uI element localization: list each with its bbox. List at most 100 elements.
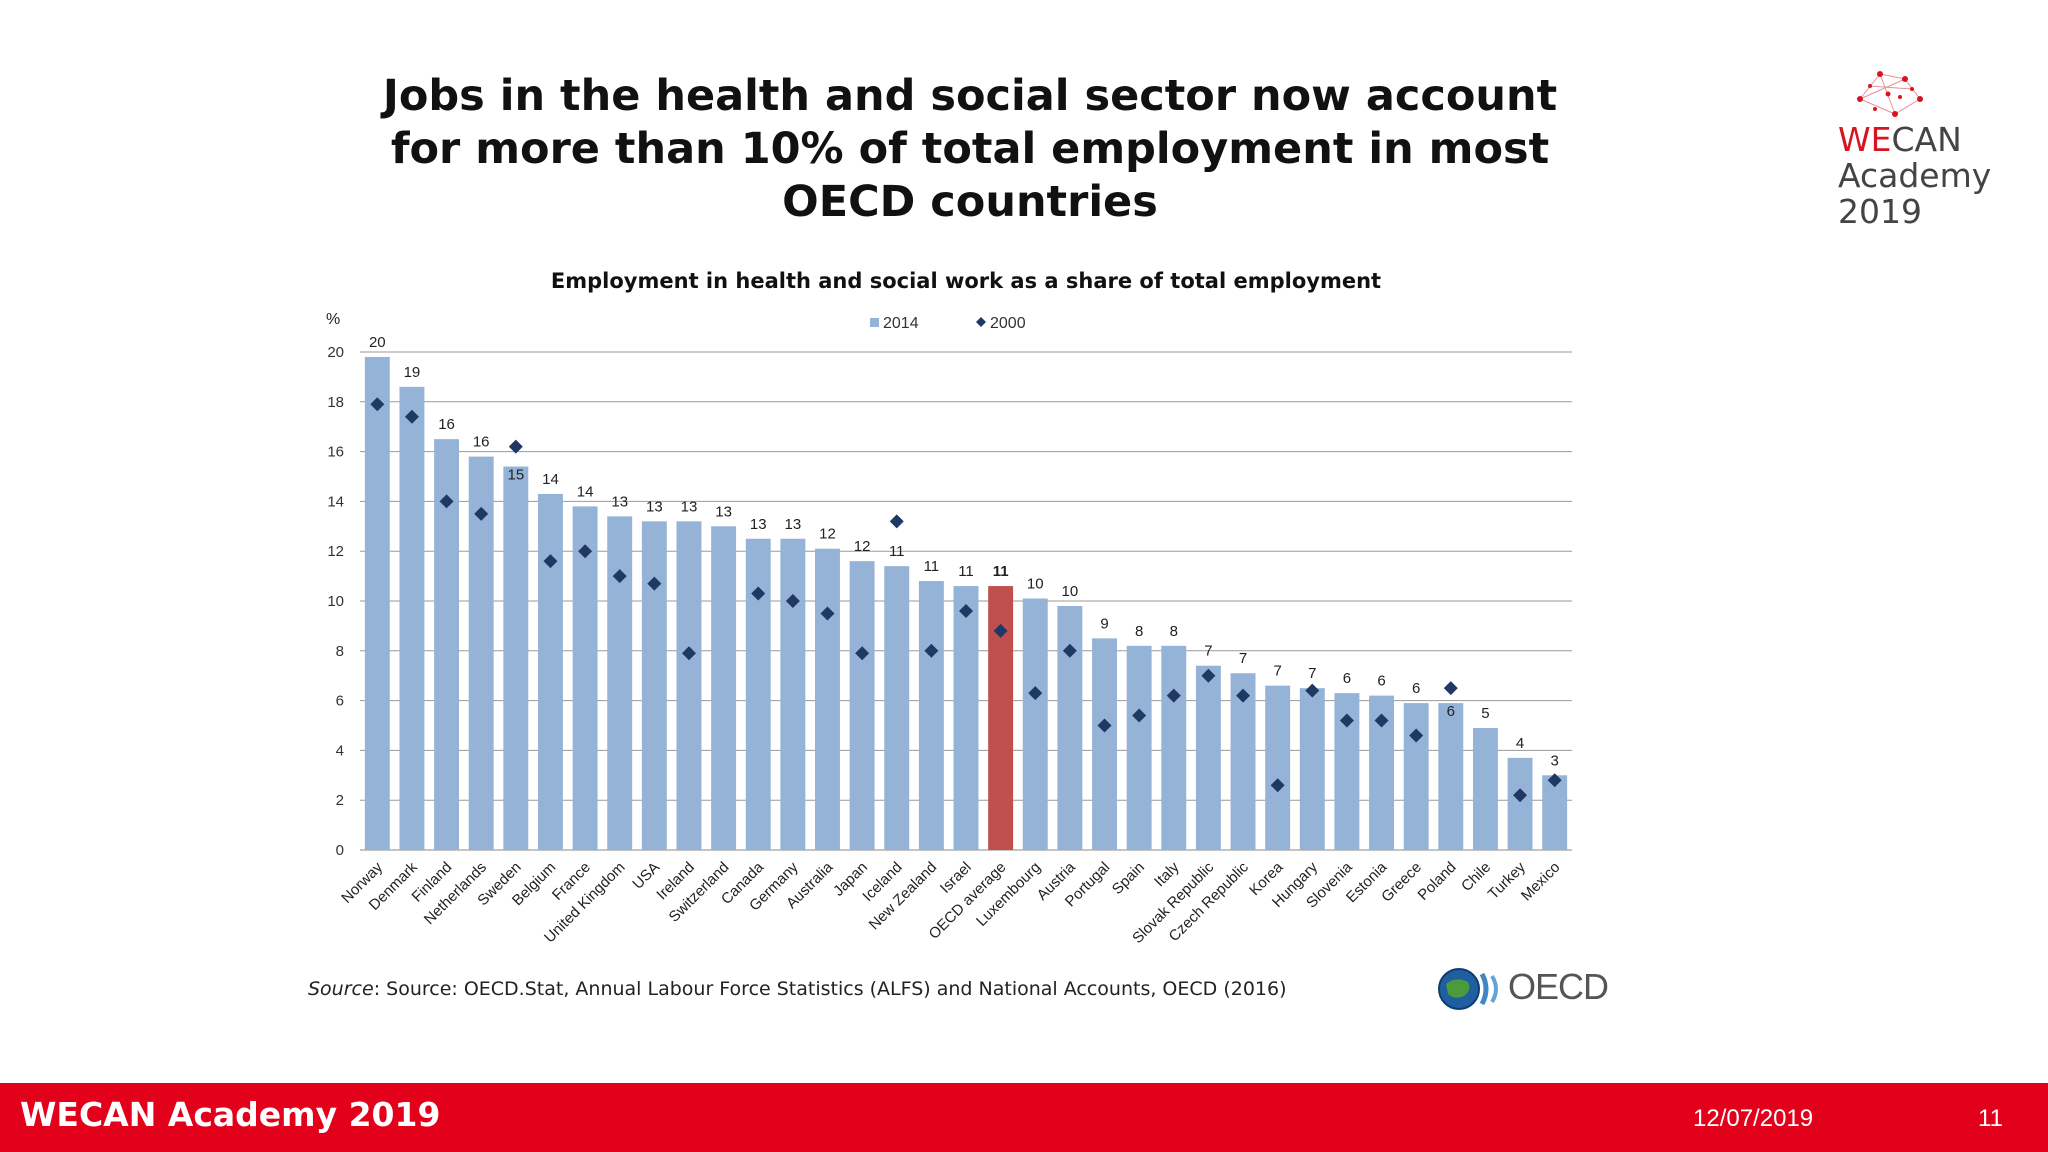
marker-2000 (1547, 773, 1562, 788)
marker-2000 (1339, 713, 1354, 728)
marker-2000 (508, 439, 523, 454)
marker-2000 (1062, 643, 1077, 658)
marker-2000 (1201, 668, 1216, 683)
bar (1438, 703, 1464, 850)
marker-2000 (1097, 718, 1112, 733)
bar (1230, 673, 1256, 850)
data-label: 15 (507, 467, 524, 484)
bar (676, 521, 702, 850)
data-label: 14 (542, 471, 559, 488)
bar (1195, 665, 1221, 850)
y-tick-label: 6 (336, 693, 344, 710)
data-label: 8 (1170, 623, 1178, 640)
marker-2000 (543, 554, 558, 569)
oecd-logo-text: OECD (1508, 966, 1609, 1007)
data-label: 20 (369, 334, 386, 351)
legend-2014-label: 2014 (883, 315, 919, 332)
data-label: 3 (1551, 752, 1559, 769)
marker-2000 (439, 494, 454, 509)
bar (1022, 598, 1048, 850)
source-note: Source: Source: OECD.Stat, Annual Labour… (308, 978, 1287, 1000)
data-label: 7 (1273, 663, 1281, 680)
y-tick-label: 16 (327, 444, 344, 461)
x-tick-label: Mexico (1518, 859, 1564, 905)
marker-2000 (855, 646, 870, 661)
bar (607, 516, 633, 850)
slide-title: Jobs in the health and social sector now… (340, 70, 1600, 229)
marker-2000 (612, 569, 627, 584)
marker-2000 (1270, 778, 1285, 793)
data-label: 8 (1135, 623, 1143, 640)
marker-2000 (889, 514, 904, 529)
bar (1299, 688, 1325, 850)
footer-bar: WECAN Academy 2019 12/07/2019 11 (0, 1083, 2048, 1152)
chart-title: Employment in health and social work as … (551, 269, 1381, 293)
marker-2000 (993, 623, 1008, 638)
bar (537, 493, 563, 850)
data-label: 12 (819, 526, 836, 543)
y-axis-label: % (326, 311, 340, 328)
bar (468, 456, 494, 850)
bar (953, 586, 979, 850)
y-tick-label: 12 (327, 543, 344, 560)
bar (711, 526, 737, 850)
bar (1092, 638, 1117, 850)
data-label: 13 (611, 493, 628, 510)
marker-2000 (1166, 688, 1181, 703)
marker-2000 (578, 544, 593, 559)
slide-title-line: OECD countries (782, 177, 1158, 227)
y-tick-label: 0 (336, 842, 344, 859)
oecd-globe-icon (1438, 968, 1498, 1010)
bar (1057, 605, 1083, 850)
data-label: 6 (1447, 703, 1455, 720)
marker-2000 (1236, 688, 1251, 703)
data-label: 9 (1100, 615, 1108, 632)
slide-title-line: for more than 10% of total employment in… (390, 124, 1550, 174)
bar (849, 561, 875, 850)
marker-2000 (681, 646, 696, 661)
y-tick-label: 2 (336, 792, 344, 809)
data-label: 13 (715, 503, 732, 520)
y-tick-label: 8 (336, 643, 344, 660)
bar (572, 506, 598, 850)
data-label: 6 (1377, 673, 1385, 690)
marker-2000 (1443, 681, 1458, 696)
page-number: 11 (1978, 1105, 2003, 1132)
data-label: 6 (1412, 680, 1420, 697)
legend-2014-swatch (870, 318, 879, 327)
marker-2000 (647, 576, 662, 591)
logo-year: 2019 (1838, 192, 1922, 231)
data-label: 11 (924, 558, 940, 575)
data-label: 13 (681, 498, 698, 515)
marker-2000 (1409, 728, 1424, 743)
slide-title-line: Jobs in the health and social sector now… (382, 71, 1558, 121)
data-label: 13 (750, 516, 767, 533)
data-label: 7 (1308, 665, 1316, 682)
wecan-logo: WECAN Academy 2019 (1830, 64, 2010, 234)
marker-2000 (1028, 686, 1043, 701)
bar (884, 566, 910, 850)
data-label: 11 (993, 563, 1009, 580)
bar (503, 466, 529, 850)
x-tick-label: Spain (1109, 859, 1148, 898)
oecd-logo: OECD (1438, 966, 1609, 1012)
marker-2000 (924, 643, 939, 658)
bar (1507, 757, 1533, 850)
marker-2000 (959, 603, 973, 618)
bar (364, 356, 390, 850)
marker-2000 (1513, 788, 1528, 803)
source-text: : Source: OECD.Stat, Annual Labour Force… (373, 978, 1287, 1000)
data-label: 19 (404, 364, 421, 381)
y-tick-label: 18 (327, 394, 344, 411)
footer-brand: WECAN Academy 2019 (20, 1095, 441, 1134)
data-label: 11 (889, 543, 905, 560)
data-label: 14 (577, 483, 594, 500)
marker-2000 (474, 506, 489, 521)
bar (815, 548, 840, 850)
legend-2000-label: 2000 (990, 315, 1026, 332)
bar (1161, 645, 1187, 850)
marker-2000 (1132, 708, 1147, 723)
data-label: 13 (785, 516, 802, 533)
data-label: 12 (854, 538, 871, 555)
bar (918, 581, 944, 850)
